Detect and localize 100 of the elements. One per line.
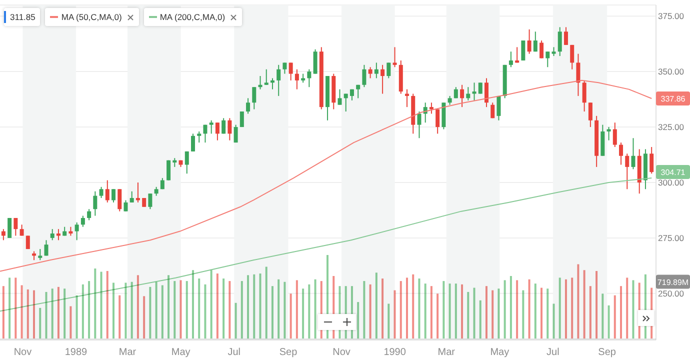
candlestick bbox=[203, 124, 208, 144]
candlestick bbox=[112, 188, 116, 203]
bar bbox=[247, 275, 250, 339]
bar bbox=[473, 288, 476, 339]
bar bbox=[240, 281, 243, 339]
bar bbox=[57, 286, 60, 339]
text: 719.89M bbox=[657, 278, 689, 287]
candlestick bbox=[466, 86, 470, 101]
candlestick bbox=[546, 51, 550, 68]
bar bbox=[357, 302, 360, 339]
bar bbox=[516, 280, 518, 339]
bar bbox=[558, 278, 561, 339]
candlestick bbox=[625, 153, 630, 190]
candlestick bbox=[313, 48, 318, 74]
candlestick bbox=[368, 66, 372, 79]
annotation: 304.71 bbox=[660, 168, 686, 178]
bar bbox=[504, 280, 506, 339]
bar bbox=[583, 270, 586, 339]
candlestick bbox=[124, 200, 128, 212]
bar bbox=[388, 304, 390, 339]
bar bbox=[467, 292, 470, 339]
y-tick-label: 325.00 bbox=[658, 122, 684, 132]
candlestick bbox=[234, 124, 238, 144]
candlestick bbox=[228, 118, 232, 141]
y-tick-label: 375.00 bbox=[658, 11, 684, 22]
legend-label: MA (200,C,MA,0) bbox=[160, 12, 226, 22]
candlestick bbox=[26, 235, 30, 250]
y-tick-label: 350.00 bbox=[658, 66, 684, 77]
x-tick-label: Mar bbox=[118, 347, 137, 358]
candlestick bbox=[484, 78, 488, 108]
bar bbox=[302, 288, 304, 339]
bar bbox=[418, 278, 420, 339]
bar bbox=[492, 290, 494, 339]
bar bbox=[436, 294, 439, 339]
bar bbox=[620, 286, 622, 339]
candlestick bbox=[521, 40, 526, 61]
candlestick bbox=[288, 62, 293, 81]
bar bbox=[589, 286, 592, 339]
candlestick bbox=[166, 160, 171, 181]
bar bbox=[614, 295, 616, 339]
bar bbox=[528, 279, 530, 339]
bar bbox=[400, 281, 402, 339]
bar bbox=[149, 286, 152, 339]
bar bbox=[161, 285, 164, 339]
x-tick-label: 1990 bbox=[384, 347, 406, 358]
bar bbox=[290, 294, 292, 339]
bar bbox=[602, 294, 604, 339]
bar bbox=[448, 284, 451, 339]
candlestick bbox=[588, 102, 592, 128]
annotation: 311.85 bbox=[10, 12, 36, 22]
bar bbox=[540, 288, 543, 339]
bar bbox=[70, 306, 72, 339]
x-tick-label: Mar bbox=[438, 347, 456, 358]
bar bbox=[26, 289, 29, 339]
candlestick bbox=[612, 122, 617, 148]
candlestick bbox=[374, 62, 378, 79]
candlestick bbox=[252, 86, 256, 110]
bar bbox=[14, 278, 17, 339]
candlestick bbox=[472, 82, 476, 101]
candlestick bbox=[38, 248, 42, 261]
bar bbox=[174, 281, 176, 339]
candlestick bbox=[50, 228, 54, 241]
candlestick bbox=[338, 88, 342, 106]
bar bbox=[479, 300, 482, 339]
candlestick bbox=[356, 84, 360, 99]
candlestick bbox=[429, 102, 434, 114]
bar bbox=[461, 284, 464, 339]
legend-chip: MA (50,C,MA,0) bbox=[45, 8, 139, 26]
bar bbox=[382, 278, 384, 339]
bar bbox=[546, 288, 549, 339]
candlestick bbox=[570, 44, 574, 70]
legend-label: MA (50,C,MA,0) bbox=[61, 12, 122, 22]
candlestick bbox=[294, 68, 299, 90]
bar bbox=[626, 278, 628, 339]
bar bbox=[39, 308, 42, 339]
bar bbox=[308, 284, 310, 339]
bar bbox=[454, 284, 457, 339]
bar bbox=[363, 281, 366, 339]
candlestick bbox=[582, 80, 586, 112]
candlestick bbox=[392, 46, 397, 68]
bar bbox=[375, 272, 378, 339]
candlestick bbox=[270, 78, 274, 90]
x-tick-label: Jul bbox=[546, 347, 560, 358]
x-tick-label: Nov bbox=[14, 347, 32, 358]
candlestick bbox=[197, 130, 202, 144]
bar bbox=[259, 273, 262, 339]
candlestick bbox=[496, 95, 501, 121]
bar bbox=[118, 295, 121, 339]
y-tick-label: 250.00 bbox=[658, 288, 684, 298]
candlestick bbox=[276, 64, 281, 96]
bar bbox=[571, 278, 574, 339]
y-tick-label: 300.00 bbox=[658, 178, 684, 188]
candlestick bbox=[14, 217, 18, 236]
x-tick-label: 1989 bbox=[64, 347, 88, 358]
x-tick-label: May bbox=[490, 347, 510, 358]
bar bbox=[136, 275, 139, 339]
candlestick bbox=[87, 208, 92, 221]
bar bbox=[430, 286, 432, 339]
bar bbox=[284, 282, 286, 339]
candlestick bbox=[527, 28, 532, 54]
